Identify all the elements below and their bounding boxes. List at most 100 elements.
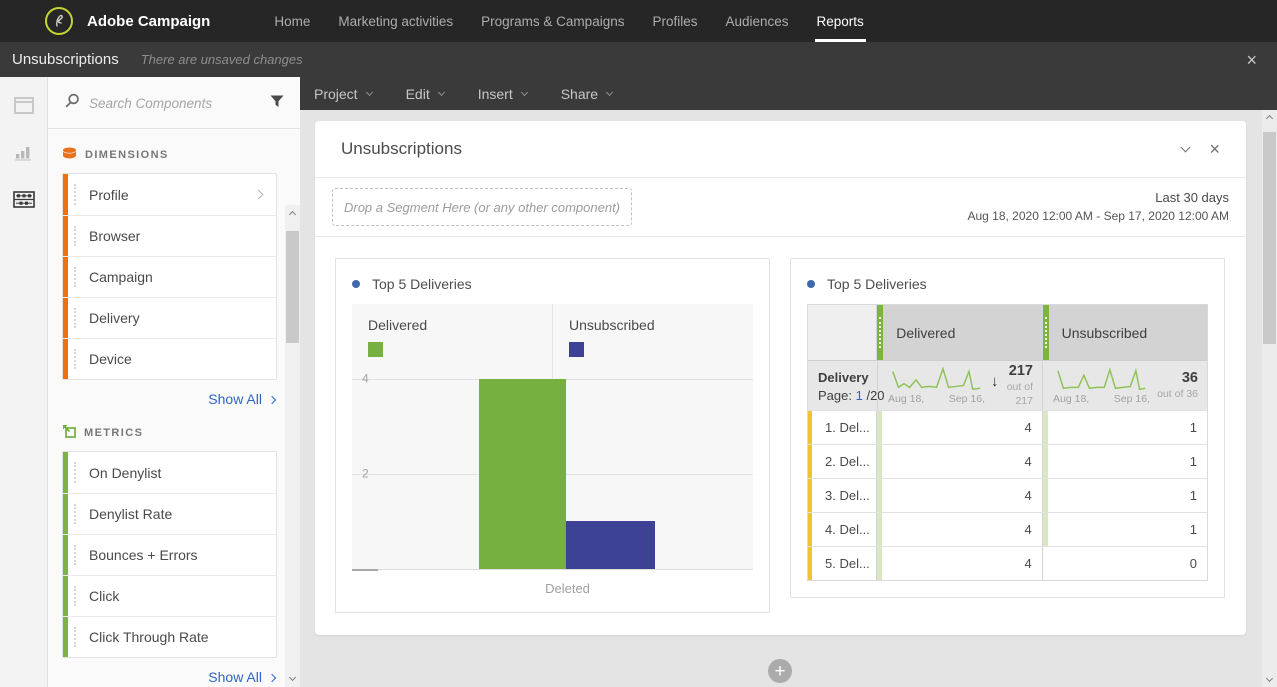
legend-swatch <box>569 342 584 357</box>
report-title-bar: Unsubscriptions There are unsaved change… <box>0 42 1277 77</box>
collapse-chevron-icon[interactable] <box>1181 142 1191 153</box>
unsaved-changes-status: There are unsaved changes <box>140 52 303 67</box>
widget-title: Unsubscriptions <box>341 139 462 158</box>
component-item[interactable]: On Denylist <box>63 452 276 493</box>
component-item[interactable]: Delivery <box>63 297 276 338</box>
row-unsubscribed-cell: 1 <box>1041 445 1207 478</box>
bar[interactable] <box>566 521 655 569</box>
menu-item[interactable]: Share <box>561 86 614 102</box>
chevron-right-icon <box>267 395 277 404</box>
table-row[interactable]: 1. Del... 4 1 <box>808 410 1207 444</box>
unsubscriptions-widget: Unsubscriptions × Drop a Segment Here (o… <box>315 121 1246 635</box>
nav-item[interactable]: Profiles <box>652 13 698 29</box>
y-tick: 4 <box>362 371 369 386</box>
metrics-show-all-link[interactable]: Show All <box>62 669 277 685</box>
left-icon-rail <box>0 77 48 687</box>
chevron-down-icon <box>437 88 445 96</box>
scrollbar-thumb[interactable] <box>286 231 299 343</box>
report-canvas: Unsubscriptions × Drop a Segment Here (o… <box>300 110 1262 687</box>
components-panel: Search Components DIMENSIONS Profile Bro… <box>48 77 300 687</box>
close-icon[interactable]: × <box>1209 139 1220 159</box>
metrics-section-header: METRICS <box>62 424 277 441</box>
date-range-selector[interactable]: Last 30 days Aug 18, 2020 12:00 AM - Sep… <box>967 189 1229 225</box>
dimensions-icon <box>62 147 77 163</box>
add-widget-button[interactable]: + <box>768 659 792 683</box>
chart-legend: Delivered Unsubscribed <box>352 304 753 379</box>
menu-item[interactable]: Edit <box>406 86 445 102</box>
sort-descending-icon[interactable]: ↓ <box>991 373 999 390</box>
axis-notch <box>352 569 378 571</box>
widget-header: Unsubscriptions × <box>315 121 1246 178</box>
scroll-up-icon[interactable] <box>285 210 300 219</box>
row-unsubscribed-cell: 1 <box>1041 479 1207 512</box>
menu-item[interactable]: Insert <box>478 86 528 102</box>
row-delivered-cell: 4 <box>876 547 1041 580</box>
scroll-down-icon[interactable] <box>1262 674 1277 683</box>
component-item[interactable]: Click <box>63 575 276 616</box>
brand[interactable]: Adobe Campaign <box>0 0 210 42</box>
table-row[interactable]: 3. Del... 4 1 <box>808 478 1207 512</box>
legend-delivered[interactable]: Delivered <box>352 304 553 379</box>
component-item[interactable]: Denylist Rate <box>63 493 276 534</box>
dimensions-show-all-link[interactable]: Show All <box>62 391 277 407</box>
nav-item[interactable]: Reports <box>814 0 866 42</box>
nav-item[interactable]: Audiences <box>725 13 789 29</box>
card-title: Top 5 Deliveries <box>791 259 1224 304</box>
component-item[interactable]: Campaign <box>63 256 276 297</box>
widget-toolbar: Drop a Segment Here (or any other compon… <box>315 178 1246 237</box>
bar[interactable] <box>479 379 566 569</box>
row-delivered-cell: 4 <box>876 411 1041 444</box>
scroll-up-icon[interactable] <box>1262 114 1277 123</box>
components-search[interactable]: Search Components <box>48 77 300 129</box>
legend-unsubscribed[interactable]: Unsubscribed <box>553 304 753 379</box>
row-unsubscribed-cell: 0 <box>1041 547 1207 580</box>
row-label-cell: 2. Del... <box>808 445 876 478</box>
search-icon <box>64 93 80 114</box>
nav-item[interactable]: Home <box>274 13 311 29</box>
deliveries-table: Delivered Unsubscribed Delivery Page: 1 … <box>807 304 1208 581</box>
table-row[interactable]: 4. Del... 4 1 <box>808 512 1207 546</box>
filter-icon[interactable] <box>270 95 284 113</box>
main-scrollbar[interactable] <box>1262 110 1277 687</box>
components-abacus-icon[interactable] <box>12 188 36 210</box>
table-row[interactable]: 2. Del... 4 1 <box>808 444 1207 478</box>
table-row[interactable]: 5. Del... 4 0 <box>808 546 1207 580</box>
row-unsubscribed-cell: 1 <box>1041 513 1207 546</box>
components-scrollbar[interactable] <box>285 205 300 687</box>
unsubscribed-column-header[interactable]: Unsubscribed <box>1041 305 1207 360</box>
dimensions-section-header: DIMENSIONS <box>62 147 277 163</box>
chevron-down-icon <box>606 88 614 96</box>
bullet-icon <box>352 280 360 288</box>
dimension-list: Profile Browser Campaign Delivery Device <box>62 173 277 380</box>
adobe-campaign-logo-icon <box>45 7 73 35</box>
bar-chart-icon[interactable] <box>12 141 36 163</box>
window-view-icon[interactable] <box>12 94 36 116</box>
table-header-row: Delivered Unsubscribed <box>808 305 1207 360</box>
component-item[interactable]: Click Through Rate <box>63 616 276 657</box>
component-item[interactable]: Profile <box>63 174 276 215</box>
nav-item[interactable]: Marketing activities <box>338 13 454 29</box>
segment-dropzone[interactable]: Drop a Segment Here (or any other compon… <box>332 188 632 226</box>
chevron-right-icon <box>253 189 264 200</box>
component-item[interactable]: Browser <box>63 215 276 256</box>
search-input[interactable]: Search Components <box>89 96 213 111</box>
component-item[interactable]: Device <box>63 338 276 379</box>
sparkline: Aug 18, Sep 16, <box>1053 366 1150 405</box>
date-range-value: Aug 18, 2020 12:00 AM - Sep 17, 2020 12:… <box>967 208 1229 223</box>
component-item[interactable]: Bounces + Errors <box>63 534 276 575</box>
nav-item[interactable]: Programs & Campaigns <box>481 13 625 29</box>
delivered-column-header[interactable]: Delivered <box>876 305 1042 360</box>
pagination: Page: 1 /20 <box>818 388 885 403</box>
row-delivered-cell: 4 <box>876 445 1041 478</box>
date-range-label: Last 30 days <box>1155 189 1229 205</box>
scrollbar-thumb[interactable] <box>1263 132 1276 344</box>
x-axis-label: Deleted <box>545 581 590 596</box>
close-icon[interactable]: × <box>1246 49 1257 70</box>
top5-deliveries-table-card: Top 5 Deliveries Delivered Unsubscribed … <box>790 258 1225 598</box>
table-summary-row: Delivery Page: 1 /20 Aug 18, Sep 16 <box>808 360 1207 410</box>
top-nav: Home Marketing activities Programs & Campa… <box>272 0 866 42</box>
scroll-down-icon[interactable] <box>285 673 300 682</box>
page-number[interactable]: 1 <box>855 388 863 403</box>
delivered-summary-cell: Aug 18, Sep 16, ↓ 217 out of 217 <box>877 361 1042 410</box>
menu-item[interactable]: Project <box>314 86 373 102</box>
